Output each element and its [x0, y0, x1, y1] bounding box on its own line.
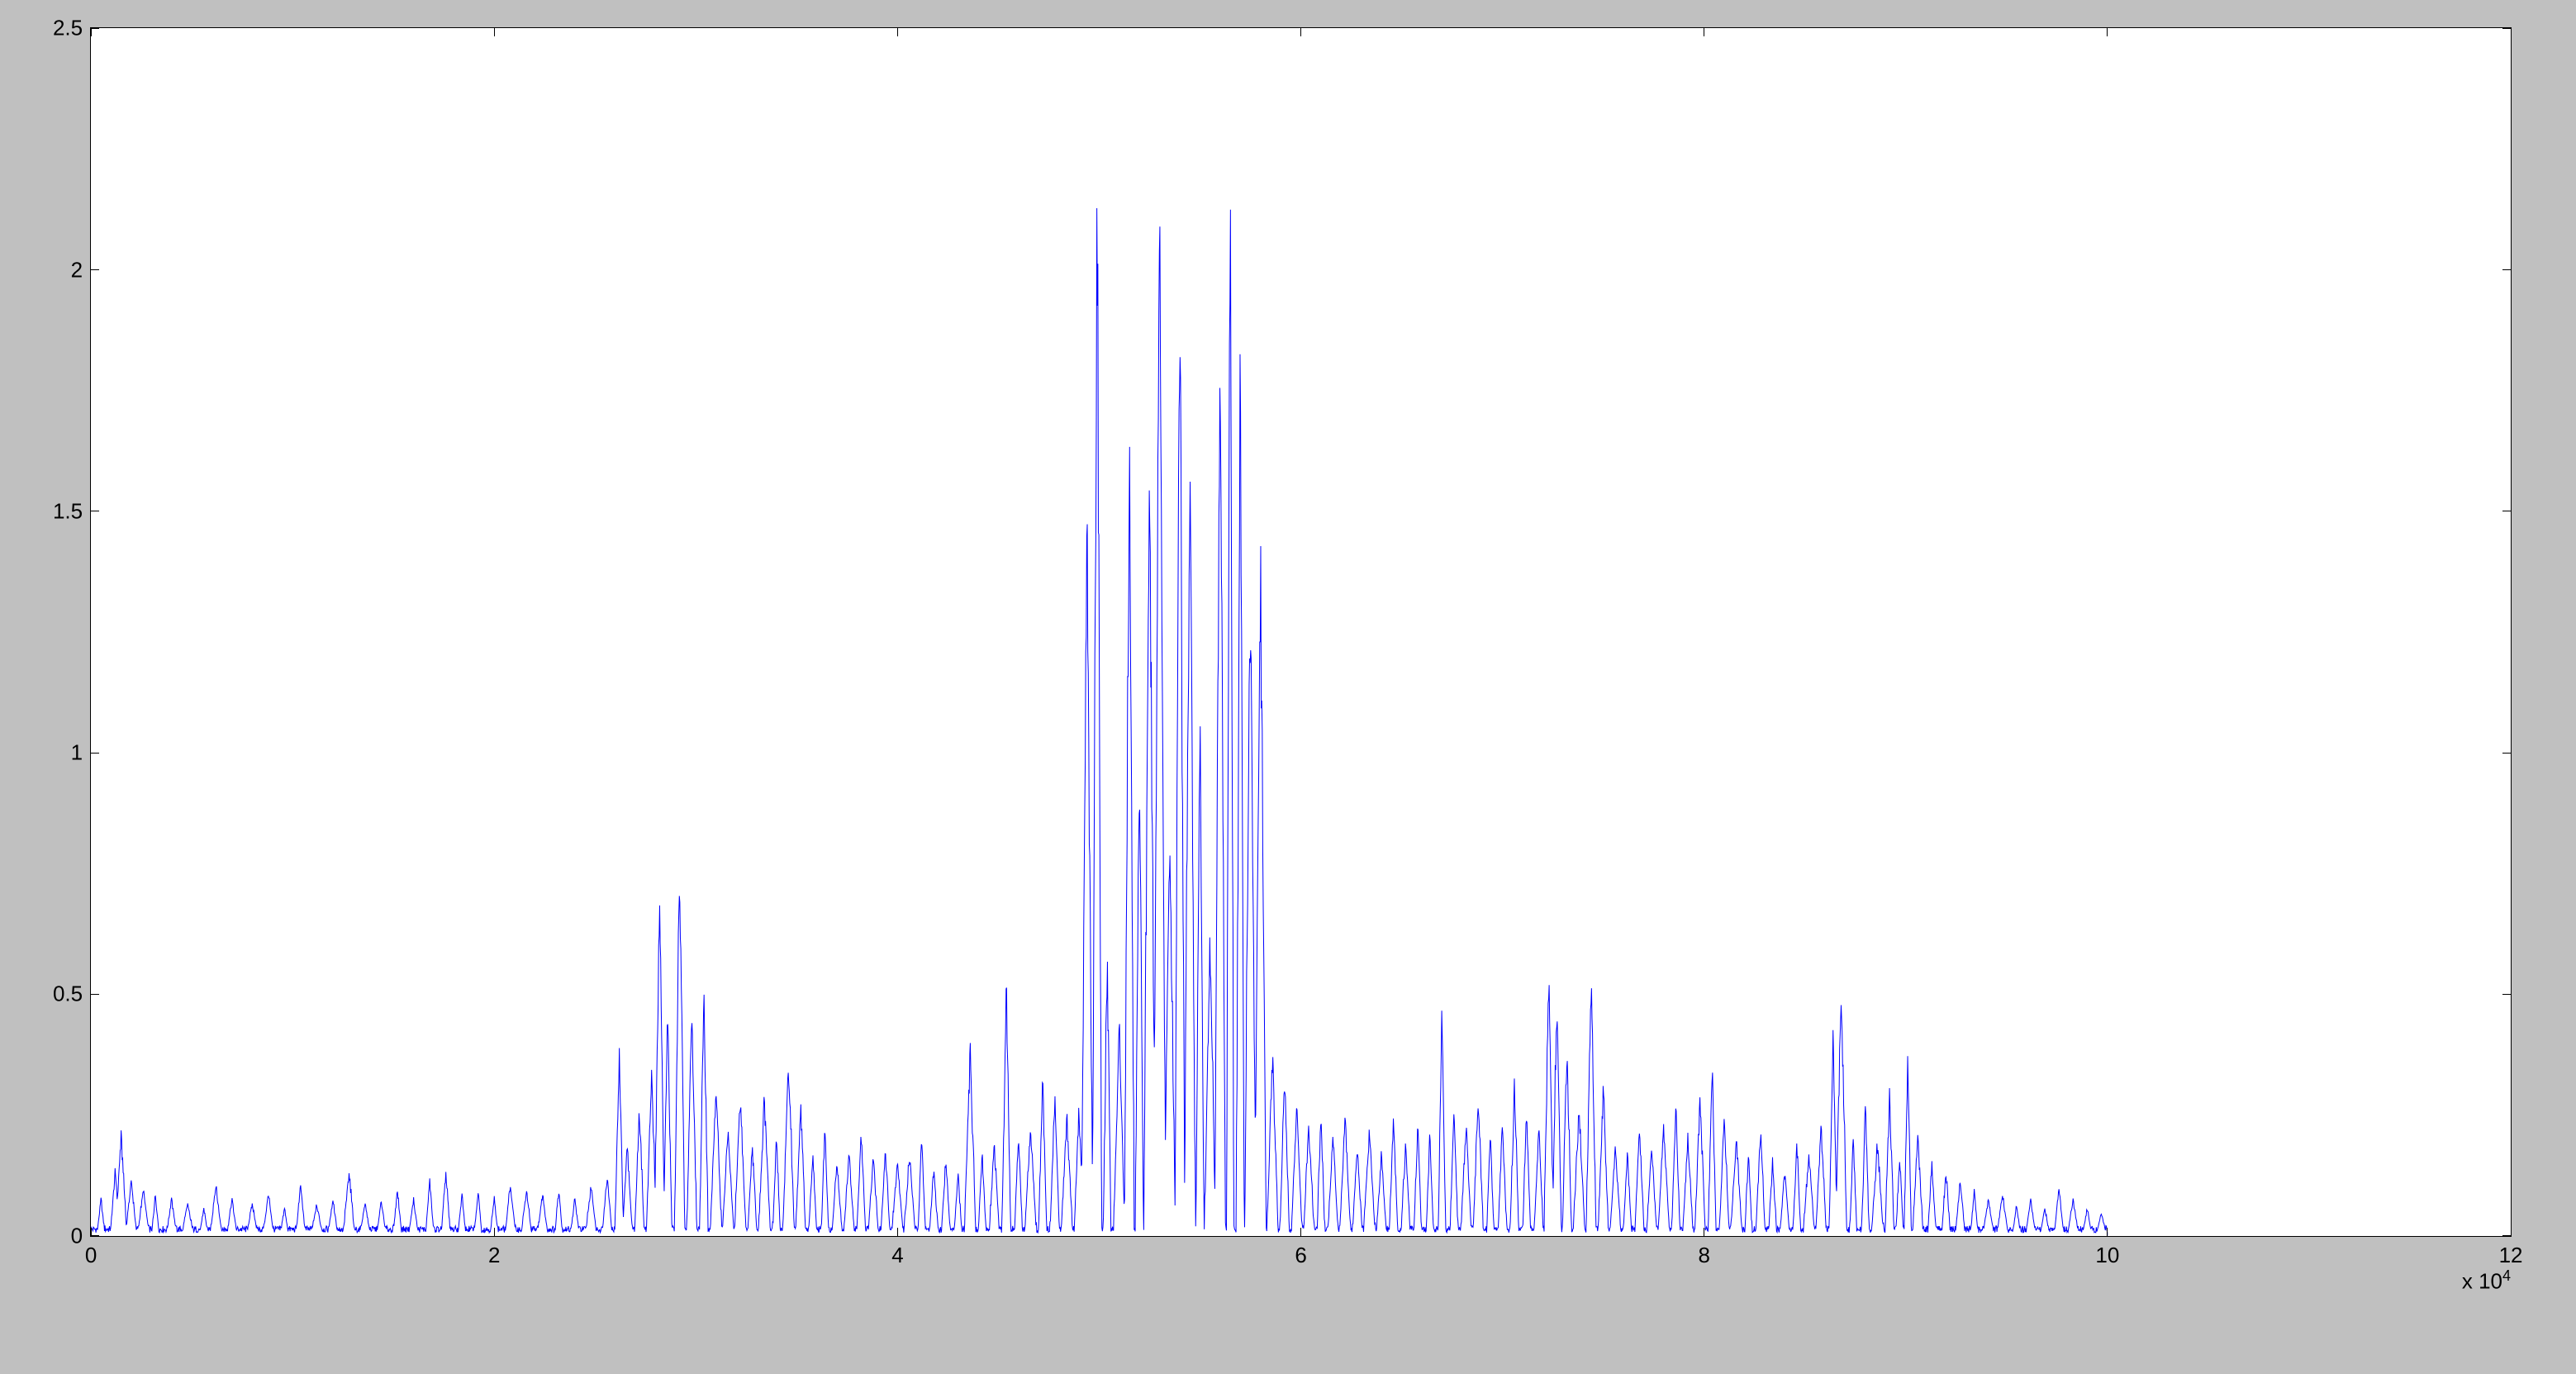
x-exponent-value: 4 [2502, 1267, 2511, 1284]
x-tick-mark [494, 1228, 495, 1236]
y-tick-mark [91, 994, 99, 995]
y-tick-label: 2.5 [53, 16, 91, 41]
x-tick-mark [1300, 1228, 1301, 1236]
y-tick-mark [91, 753, 99, 754]
signal-plot [91, 28, 2511, 1235]
x-tick-mark [91, 28, 92, 36]
x-tick-label: 6 [1295, 1236, 1306, 1268]
x-tick-mark [2107, 1228, 2108, 1236]
signal-line [91, 208, 2108, 1235]
x-tick-label: 10 [2095, 1236, 2119, 1268]
y-tick-label: 0.5 [53, 982, 91, 1007]
y-tick-mark [91, 269, 99, 270]
y-tick-label: 1 [71, 740, 91, 766]
matlab-figure: 00.511.522.5024681012x 104 [0, 0, 2576, 1374]
x-tick-mark [494, 28, 495, 36]
x-exponent-base: x 10 [2462, 1268, 2502, 1293]
x-tick-mark [897, 28, 898, 36]
x-tick-label: 12 [2499, 1236, 2523, 1268]
x-exponent-label: x 104 [2462, 1267, 2511, 1295]
x-tick-mark [897, 1228, 898, 1236]
y-tick-label: 1.5 [53, 498, 91, 524]
x-tick-label: 4 [891, 1236, 903, 1268]
x-tick-label: 2 [488, 1236, 500, 1268]
x-tick-mark [2511, 1228, 2512, 1236]
y-tick-mark [2502, 269, 2511, 270]
x-tick-label: 8 [1698, 1236, 1709, 1268]
x-tick-mark [2511, 28, 2512, 36]
y-tick-mark [2502, 28, 2511, 29]
x-tick-mark [2107, 28, 2108, 36]
y-tick-label: 2 [71, 257, 91, 283]
y-tick-mark [91, 28, 99, 29]
x-tick-mark [91, 1228, 92, 1236]
x-tick-label: 0 [85, 1236, 97, 1268]
x-tick-mark [1300, 28, 1301, 36]
y-tick-mark [2502, 994, 2511, 995]
y-tick-mark [2502, 753, 2511, 754]
axes: 00.511.522.5024681012x 104 [90, 27, 2512, 1236]
